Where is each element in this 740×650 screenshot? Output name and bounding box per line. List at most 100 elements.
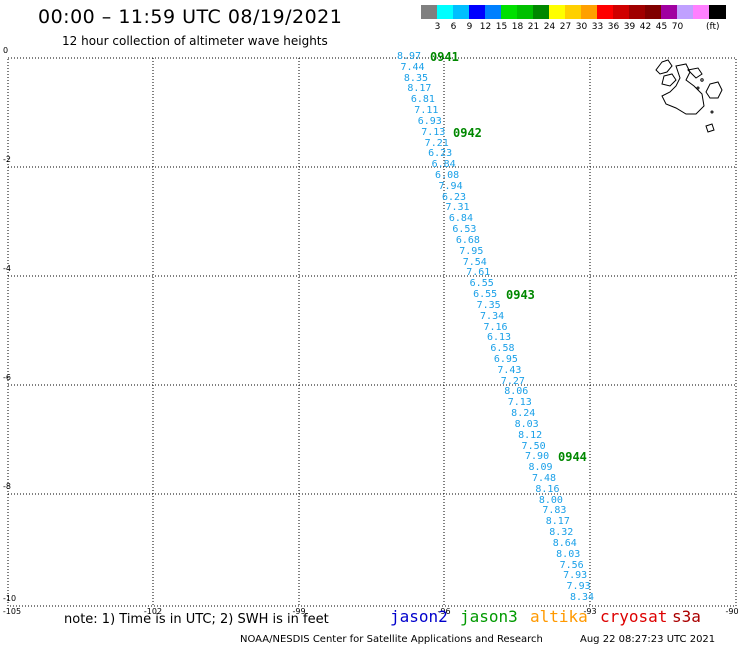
legend-swatch: [581, 5, 598, 19]
map-subtitle: 12 hour collection of altimeter wave hei…: [62, 34, 328, 48]
legend-label: 33: [591, 22, 604, 32]
wave-height-value: 8.34: [570, 592, 595, 603]
wave-height-value: 8.32: [549, 527, 574, 539]
wave-height-value: 6.55: [473, 289, 498, 301]
legend-label: 18: [511, 22, 524, 32]
footer-note: note: 1) Time is in UTC; 2) SWH is in fe…: [64, 612, 329, 627]
legend-label: 12: [479, 22, 492, 32]
wave-height-value: 8.17: [545, 516, 570, 528]
wave-height-value: 6.23: [441, 191, 467, 203]
wave-height-value: 8.03: [556, 548, 581, 560]
wave-height-value: 7.31: [445, 202, 470, 214]
legend-swatch: [437, 5, 454, 19]
track-time-label: 0943: [506, 288, 535, 302]
legend-label: 3: [434, 22, 441, 32]
legend-swatch: [709, 5, 726, 19]
wave-height-value: 6.13: [486, 332, 512, 344]
wave-height-value: 6.95: [493, 353, 518, 365]
wave-height-value: 7.34: [480, 310, 505, 322]
latitude-label: 0: [3, 46, 9, 55]
track-time-label: 0942: [453, 126, 482, 140]
legend-swatch: [533, 5, 550, 19]
wave-height-value: 7.21: [424, 137, 449, 149]
grid-lines: [8, 58, 736, 606]
legend-swatch: [421, 5, 438, 19]
legend-label: 42: [639, 22, 652, 32]
wave-height-value: 7.44: [400, 61, 425, 73]
wave-height-value: 8.09: [528, 462, 553, 474]
wave-height-value: 6.55: [469, 278, 494, 290]
wave-height-value: 7.27: [500, 375, 525, 387]
longitude-label: -102: [143, 607, 163, 616]
legend-swatch: [693, 5, 710, 19]
wave-height-value: 6.08: [435, 170, 460, 182]
legend-swatch: [661, 5, 678, 19]
satellite-label-jason2: jason2: [390, 607, 448, 626]
legend-swatch: [677, 5, 694, 19]
wave-height-value: 8.97: [397, 51, 422, 62]
wave-height-value: 7.56: [559, 559, 584, 571]
legend-swatch: [613, 5, 630, 19]
wave-height-value: 8.12: [518, 429, 543, 441]
wave-height-value: 8.64: [552, 537, 577, 549]
credit-line: NOAA/NESDIS Center for Satellite Applica…: [240, 634, 543, 645]
satellite-label-cryosat: cryosat: [600, 607, 668, 626]
wave-height-value: 7.16: [483, 321, 508, 333]
wave-height-value: 8.16: [535, 483, 560, 495]
track-time-label: 0941: [430, 50, 459, 64]
legend-label: 30: [575, 22, 588, 32]
legend-label: 9: [466, 22, 473, 32]
wave-height-value: 7.48: [531, 472, 557, 484]
wave-height-value: 7.13: [507, 397, 532, 409]
legend-label: 15: [495, 22, 508, 32]
longitude-label: -90: [725, 607, 739, 616]
legend-swatch: [629, 5, 646, 19]
legend-label: 39: [623, 22, 636, 32]
wave-height-value: 8.06: [504, 386, 529, 398]
wave-height-value: 6.53: [452, 224, 477, 236]
longitude-label: -105: [2, 607, 22, 616]
legend-swatch: [501, 5, 518, 19]
legend-label: 6: [450, 22, 457, 32]
track-time-label: 0944: [558, 450, 587, 464]
satellite-label-jason3: jason3: [460, 607, 518, 626]
legend-label: 27: [559, 22, 572, 32]
wave-height-value: 7.94: [438, 180, 463, 192]
wave-height-value: 7.11: [414, 105, 439, 117]
legend-swatch: [469, 5, 486, 19]
legend-label: 45: [655, 22, 668, 32]
legend-label: 70: [671, 22, 684, 32]
latitude-label: -8: [3, 482, 11, 491]
wave-height-value: 7.50: [521, 440, 546, 452]
plot-border: [7, 57, 737, 607]
legend-swatch: [565, 5, 582, 19]
legend-unit: (ft): [706, 22, 720, 32]
wave-height-value: 7.90: [525, 451, 550, 463]
wave-height-value: 7.43: [497, 364, 522, 376]
wave-height-value: 6.68: [455, 234, 480, 246]
wave-height-value: 7.93: [566, 581, 591, 593]
wave-height-value: 7.93: [563, 570, 588, 582]
longitude-label: -93: [583, 607, 597, 616]
wave-height-value: 7.35: [476, 299, 501, 311]
wave-height-value: 6.84: [431, 159, 456, 171]
latitude-label: -2: [3, 155, 11, 164]
satellite-label-s3a: s3a: [672, 607, 701, 626]
wave-height-value: 6.23: [428, 148, 453, 160]
wave-height-value: 6.58: [490, 343, 515, 355]
wave-height-value: 7.61: [466, 267, 491, 279]
latitude-label: -6: [3, 373, 11, 382]
wave-height-value: 8.35: [403, 72, 428, 84]
legend-label: 24: [543, 22, 556, 32]
wave-height-value: 6.84: [448, 213, 473, 225]
latitude-label: -4: [3, 264, 11, 273]
legend-label: 36: [607, 22, 620, 32]
latitude-label: -10: [3, 594, 17, 603]
legend-label: 21: [527, 22, 540, 32]
legend-swatch: [517, 5, 534, 19]
satellite-label-altika: altika: [530, 607, 588, 626]
wave-height-value: 7.54: [462, 256, 487, 268]
legend-swatch: [597, 5, 614, 19]
legend-swatch: [549, 5, 566, 19]
wave-height-value: 8.24: [511, 408, 536, 420]
